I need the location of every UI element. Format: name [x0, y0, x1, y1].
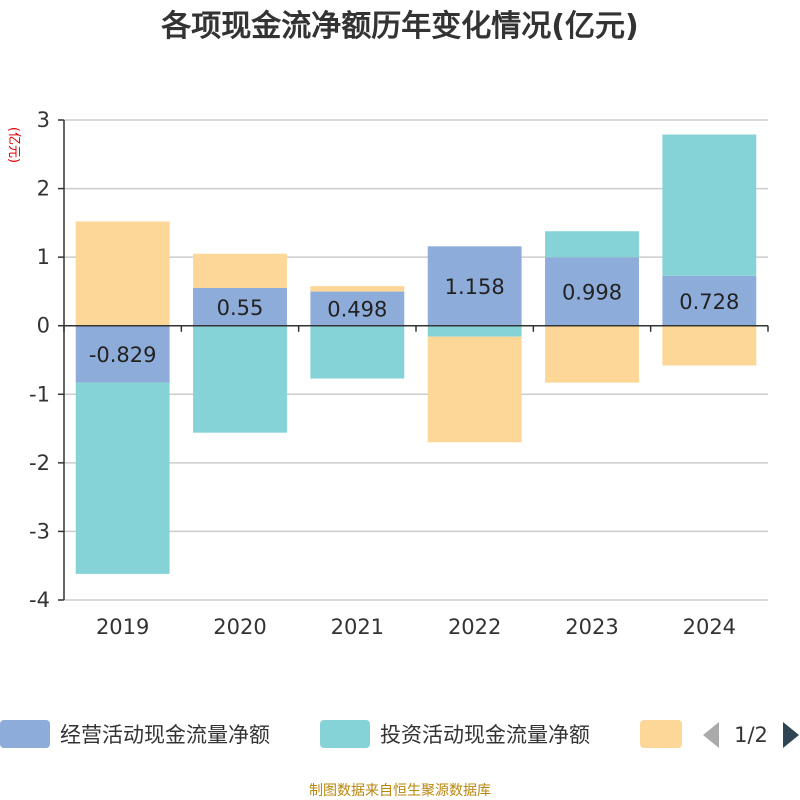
- y-tick-label: -3: [29, 519, 50, 543]
- bar-investing-2019[interactable]: [75, 382, 170, 574]
- bar-investing-2020[interactable]: [193, 325, 287, 433]
- bar-operating-2020[interactable]: [193, 288, 287, 326]
- data-label-2024: 0.728: [679, 290, 739, 314]
- legend-page-indicator: 1/2: [734, 723, 768, 747]
- legend-label-operating[interactable]: 经营活动现金流量净额: [60, 723, 270, 747]
- bar-investing-2022[interactable]: [427, 325, 522, 337]
- x-tick-label: 2024: [683, 615, 736, 639]
- y-axis-unit-label: (亿元): [6, 127, 21, 163]
- legend-label-investing[interactable]: 投资活动现金流量净额: [380, 723, 590, 747]
- legend: 经营活动现金流量净额 投资活动现金流量净额 1/2: [0, 720, 799, 748]
- bar-financing-2019[interactable]: [75, 221, 170, 326]
- y-tick-label: -1: [29, 382, 50, 406]
- bar-financing-2023[interactable]: [545, 325, 639, 383]
- legend-swatch-investing[interactable]: [320, 720, 370, 748]
- data-labels: -0.829 0.55 0.498 1.158 0.998 0.728: [89, 275, 740, 367]
- bar-financing-2024[interactable]: [662, 325, 757, 366]
- y-tick-label: 0: [37, 314, 50, 338]
- footer-source: 制图数据来自恒生聚源数据库: [309, 783, 491, 799]
- x-tick-label: 2019: [96, 615, 149, 639]
- bars: [75, 134, 757, 574]
- bar-financing-2020[interactable]: [193, 253, 287, 288]
- bar-operating-2019[interactable]: [75, 325, 170, 383]
- bar-investing-2023[interactable]: [545, 231, 639, 258]
- chart-title: 各项现金流净额历年变化情况(亿元): [160, 9, 638, 44]
- legend-next-page-icon[interactable]: [783, 722, 799, 748]
- bar-investing-2024[interactable]: [662, 134, 757, 276]
- y-tick-label: 3: [37, 108, 50, 132]
- data-label-2020: 0.55: [217, 296, 264, 320]
- bar-financing-2022[interactable]: [427, 336, 522, 443]
- x-tick-label: 2022: [448, 615, 501, 639]
- data-label-2021: 0.498: [327, 298, 387, 322]
- data-label-2023: 0.998: [562, 280, 622, 304]
- bar-investing-2021[interactable]: [310, 325, 405, 379]
- legend-swatch-financing[interactable]: [640, 720, 682, 748]
- y-tick-label: 2: [37, 177, 50, 201]
- bar-operating-2021[interactable]: [310, 291, 405, 326]
- bar-operating-2023[interactable]: [545, 257, 639, 326]
- bar-operating-2022[interactable]: [427, 246, 522, 326]
- x-tick-label: 2021: [331, 615, 384, 639]
- data-label-2022: 1.158: [445, 275, 505, 299]
- bar-operating-2024[interactable]: [662, 275, 757, 326]
- x-tick-label: 2020: [213, 615, 266, 639]
- legend-prev-page-icon[interactable]: [703, 722, 719, 748]
- y-tick-label: 1: [37, 245, 50, 269]
- data-label-2019: -0.829: [89, 343, 157, 367]
- y-tick-label: -2: [29, 451, 50, 475]
- bar-financing-2021[interactable]: [310, 286, 405, 292]
- axes: 3 2 1 0 -1 -2 -3 -4 2019 2020 2021 2022 2023 2024: [29, 108, 769, 639]
- y-tick-label: -4: [29, 588, 50, 612]
- x-tick-label: 2023: [565, 615, 618, 639]
- grid-lines: [64, 119, 768, 601]
- legend-swatch-operating[interactable]: [0, 720, 50, 748]
